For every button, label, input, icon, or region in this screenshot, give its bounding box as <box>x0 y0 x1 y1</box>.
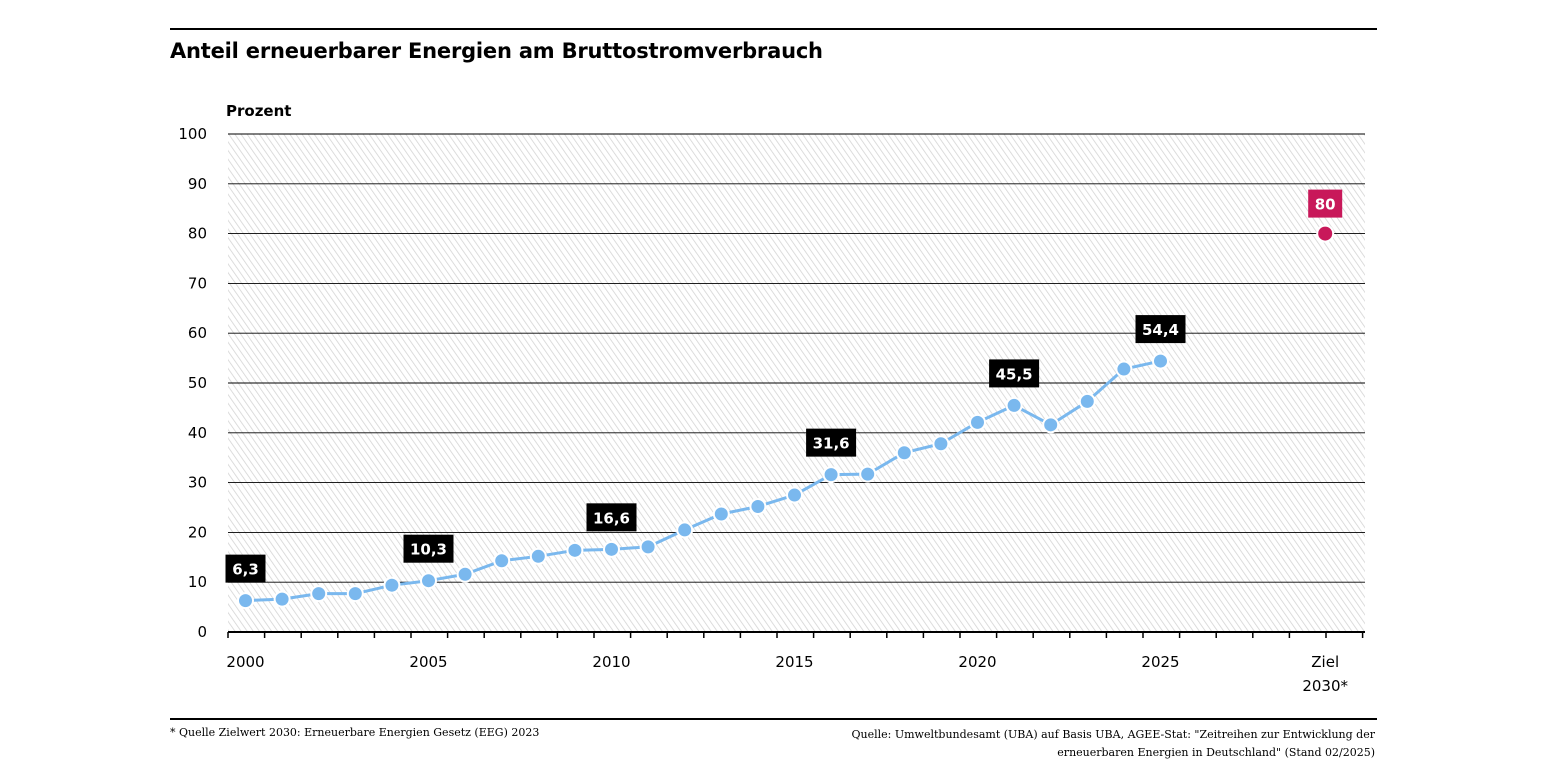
data-label-text: 45,5 <box>996 365 1033 383</box>
x-tick-label: 2025 <box>1141 653 1179 671</box>
bottom-rule <box>170 718 1377 720</box>
data-point <box>310 585 328 603</box>
y-tick-label: 90 <box>188 175 207 193</box>
data-label-box <box>806 428 857 457</box>
target-point <box>1316 224 1335 243</box>
data-label-text: 54,4 <box>1142 321 1179 339</box>
data-point <box>712 505 730 523</box>
data-point <box>786 486 803 504</box>
data-point <box>529 547 547 565</box>
data-point <box>566 541 584 559</box>
data-point <box>603 540 620 558</box>
x-tick-label: 2020 <box>958 653 996 671</box>
y-tick-label: 60 <box>188 324 207 342</box>
data-point <box>895 444 913 462</box>
x-tick-label: 2000 <box>226 653 264 671</box>
y-tick-label: 80 <box>188 225 207 243</box>
data-point <box>1078 392 1096 410</box>
data-point <box>346 585 364 603</box>
data-point <box>420 572 437 590</box>
data-label: 45,5 <box>989 359 1040 388</box>
data-point <box>639 538 657 556</box>
data-label-box <box>989 359 1040 388</box>
y-tick-label: 0 <box>197 623 207 641</box>
data-label-box <box>586 503 637 532</box>
y-tick-label: 100 <box>178 125 207 143</box>
x-tick-label: 2005 <box>409 653 447 671</box>
data-label-text: 10,3 <box>410 541 447 559</box>
target-label-text: 80 <box>1315 196 1336 214</box>
data-point <box>456 565 474 583</box>
data-label-text: 6,3 <box>232 561 259 579</box>
data-point <box>859 465 877 483</box>
data-label: 16,6 <box>586 503 637 532</box>
data-point <box>493 552 511 570</box>
target-tick-label: Ziel <box>1311 653 1339 671</box>
footnote-data-source: Quelle: Umweltbundesamt (UBA) auf Basis … <box>852 726 1376 762</box>
source-line-2: erneuerbaren Energien in Deutschland" (S… <box>1057 746 1375 759</box>
data-point <box>1152 352 1169 370</box>
data-label-box <box>225 554 266 583</box>
top-rule <box>170 28 1377 30</box>
data-label-box <box>1135 315 1186 344</box>
y-axis-label: Prozent <box>226 102 291 120</box>
data-label: 6,3 <box>225 554 266 583</box>
chart-title: Anteil erneuerbarer Energien am Bruttost… <box>170 39 823 63</box>
x-tick-label: 2015 <box>775 653 813 671</box>
data-label-box <box>403 534 454 563</box>
data-point <box>932 435 950 453</box>
data-label: 31,6 <box>806 428 857 457</box>
y-tick-label: 70 <box>188 274 207 292</box>
data-label: 10,3 <box>403 534 454 563</box>
target-label: 80 <box>1308 189 1343 218</box>
data-label-text: 31,6 <box>813 435 850 453</box>
y-tick-label: 10 <box>188 573 207 591</box>
x-tick-label: 2010 <box>592 653 630 671</box>
data-point <box>749 498 767 516</box>
data-label: 54,4 <box>1135 315 1186 344</box>
data-point <box>1005 396 1023 414</box>
data-point <box>676 521 694 539</box>
data-point <box>969 413 986 431</box>
source-line-1: Quelle: Umweltbundesamt (UBA) auf Basis … <box>851 728 1376 741</box>
y-tick-label: 20 <box>188 523 207 541</box>
footnote-target-source: * Quelle Zielwert 2030: Erneuerbare Ener… <box>170 726 540 739</box>
data-point <box>383 576 401 594</box>
data-point <box>1042 416 1060 434</box>
data-point <box>237 592 254 610</box>
y-tick-label: 50 <box>188 374 207 392</box>
data-point <box>1115 360 1133 378</box>
data-point <box>273 590 291 608</box>
y-tick-label: 40 <box>188 424 207 442</box>
data-point <box>822 466 840 484</box>
target-label-box <box>1308 189 1343 218</box>
target-tick-label: 2030* <box>1302 677 1348 695</box>
y-tick-label: 30 <box>188 474 207 492</box>
data-label-text: 16,6 <box>593 509 630 527</box>
